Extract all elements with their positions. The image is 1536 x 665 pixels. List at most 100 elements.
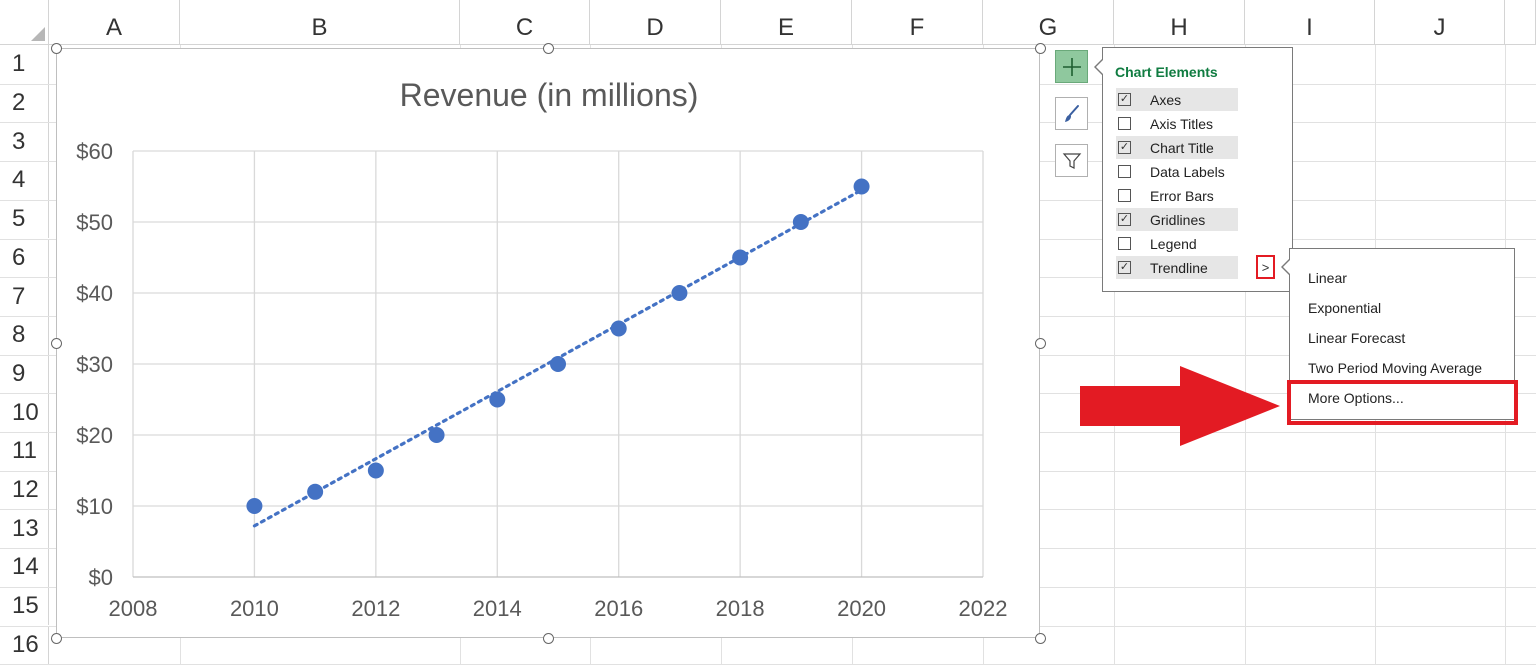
checkbox-icon[interactable]: ✓ [1118,141,1131,154]
chart-filters-button[interactable] [1055,144,1088,177]
row-header-4[interactable]: 4 [0,161,49,200]
trendline-option-two-period-moving-average[interactable]: Two Period Moving Average [1308,360,1483,376]
trendline-option-linear-forecast[interactable]: Linear Forecast [1308,330,1406,346]
y-tick-label: $10 [76,494,113,519]
data-point[interactable] [853,178,870,195]
chart-element-trendline[interactable]: ✓ Trendline [1116,256,1238,279]
row-header-13[interactable]: 13 [0,509,49,549]
column-header-e[interactable]: E [721,0,852,45]
submenu-pointer-fill [1283,259,1291,275]
checkbox-icon[interactable]: ✓ [1118,93,1131,106]
resize-handle-top-left[interactable] [50,42,62,54]
data-point[interactable] [610,320,627,337]
data-point[interactable] [489,391,506,408]
trendline-option-more-options[interactable]: More Options... [1308,390,1404,406]
trendline-submenu: Linear Exponential Linear Forecast Two Peri… [1289,248,1515,420]
y-tick-label: $20 [76,423,113,448]
column-header-f[interactable]: F [852,0,983,45]
chart-element-error-bars[interactable]: Error Bars [1116,184,1238,207]
filter-icon [1062,152,1081,169]
row-header-2[interactable]: 2 [0,83,49,123]
more-options-highlight-box [1287,380,1518,425]
row-header-14[interactable]: 14 [0,548,49,587]
chart-element-legend[interactable]: Legend [1116,232,1238,255]
chart-element-gridlines[interactable]: ✓ Gridlines [1116,208,1238,231]
chart-element-label: Legend [1150,235,1197,252]
column-header-partial[interactable] [1505,0,1536,45]
chart-title[interactable]: Revenue (in millions) [399,77,699,113]
scatter-chart[interactable]: Revenue (in millions) 2008 2010 2012 2014 20… [56,48,1040,638]
x-tick-label: 2014 [473,596,522,621]
data-point[interactable] [367,462,384,479]
resize-handle-left[interactable] [50,337,62,349]
x-tick-label: 2022 [959,596,1008,621]
column-header-h[interactable]: H [1114,0,1245,45]
trendline-more-arrow-button[interactable]: > [1256,255,1275,279]
data-point[interactable] [671,285,688,301]
column-header-j[interactable]: J [1375,0,1505,45]
chart-elements-title: Chart Elements [1115,64,1218,80]
chart-element-label: Data Labels [1150,163,1225,180]
chart-plot-svg: 2008 2010 2012 2014 2016 2018 2020 2022 $0 $10 $20… [76,139,1008,621]
data-point[interactable] [428,427,445,443]
checkbox-icon[interactable]: ✓ [1118,213,1131,226]
data-point[interactable] [550,356,566,372]
chart-styles-button[interactable] [1055,97,1088,130]
data-point[interactable] [732,249,749,266]
resize-handle-top[interactable] [542,42,554,54]
plus-icon [1062,57,1081,76]
select-all-corner[interactable] [0,0,49,45]
data-point[interactable] [246,498,263,514]
checkbox-icon[interactable]: ✓ [1118,261,1131,274]
row-header-6[interactable]: 6 [0,238,49,278]
chart-element-label: Error Bars [1150,187,1214,204]
data-point[interactable] [792,214,809,230]
chart-elements-panel: Chart Elements ✓ Axes Axis Titles ✓ Chart Ti… [1102,47,1293,292]
paintbrush-icon [1064,104,1079,122]
y-tick-label: $30 [76,352,113,377]
flyout-pointer-fill [1096,59,1104,75]
resize-handle-top-right[interactable] [1034,42,1046,54]
column-header-d[interactable]: D [590,0,721,45]
column-header-i[interactable]: I [1245,0,1375,45]
resize-handle-right[interactable] [1034,337,1046,349]
row-header-7[interactable]: 7 [0,277,49,316]
resize-handle-bottom-left[interactable] [50,632,62,644]
chart-element-chart-title[interactable]: ✓ Chart Title [1116,136,1238,159]
column-header-c[interactable]: C [460,0,590,45]
chart-element-data-labels[interactable]: Data Labels [1116,160,1238,183]
trendline-option-exponential[interactable]: Exponential [1308,300,1382,316]
checkbox-icon[interactable] [1118,117,1131,130]
row-header-15[interactable]: 15 [0,586,49,626]
row-header-16[interactable]: 16 [0,625,49,665]
column-header-b[interactable]: B [180,0,460,45]
chart-element-label: Trendline [1150,259,1208,276]
row-header-3[interactable]: 3 [0,122,49,162]
x-tick-label: 2018 [716,596,765,621]
y-tick-label: $60 [76,139,113,164]
checkbox-icon[interactable] [1118,237,1131,250]
x-tick-label: 2012 [351,596,400,621]
row-header-10[interactable]: 10 [0,393,49,432]
row-header-11[interactable]: 11 [0,432,49,471]
x-tick-label: 2016 [594,596,643,621]
data-point[interactable] [307,483,324,500]
row-header-9[interactable]: 9 [0,354,49,394]
trendline-option-linear[interactable]: Linear [1308,270,1347,286]
checkbox-icon[interactable] [1118,189,1131,202]
row-header-5[interactable]: 5 [0,199,49,239]
resize-handle-bottom-right[interactable] [1034,632,1046,644]
chart-elements-button[interactable] [1055,50,1088,83]
resize-handle-bottom[interactable] [542,632,554,644]
row-header-8[interactable]: 8 [0,315,49,355]
row-header-12[interactable]: 12 [0,470,49,510]
select-all-triangle [31,27,45,41]
column-header-g[interactable]: G [983,0,1114,45]
red-arrow-icon [1080,366,1280,446]
chart-element-axes[interactable]: ✓ Axes [1116,88,1238,111]
checkbox-icon[interactable] [1118,165,1131,178]
column-header-a[interactable]: A [49,0,180,45]
row-header-1[interactable]: 1 [0,45,49,84]
y-tick-label: $40 [76,281,113,306]
chart-element-axis-titles[interactable]: Axis Titles [1116,112,1238,135]
